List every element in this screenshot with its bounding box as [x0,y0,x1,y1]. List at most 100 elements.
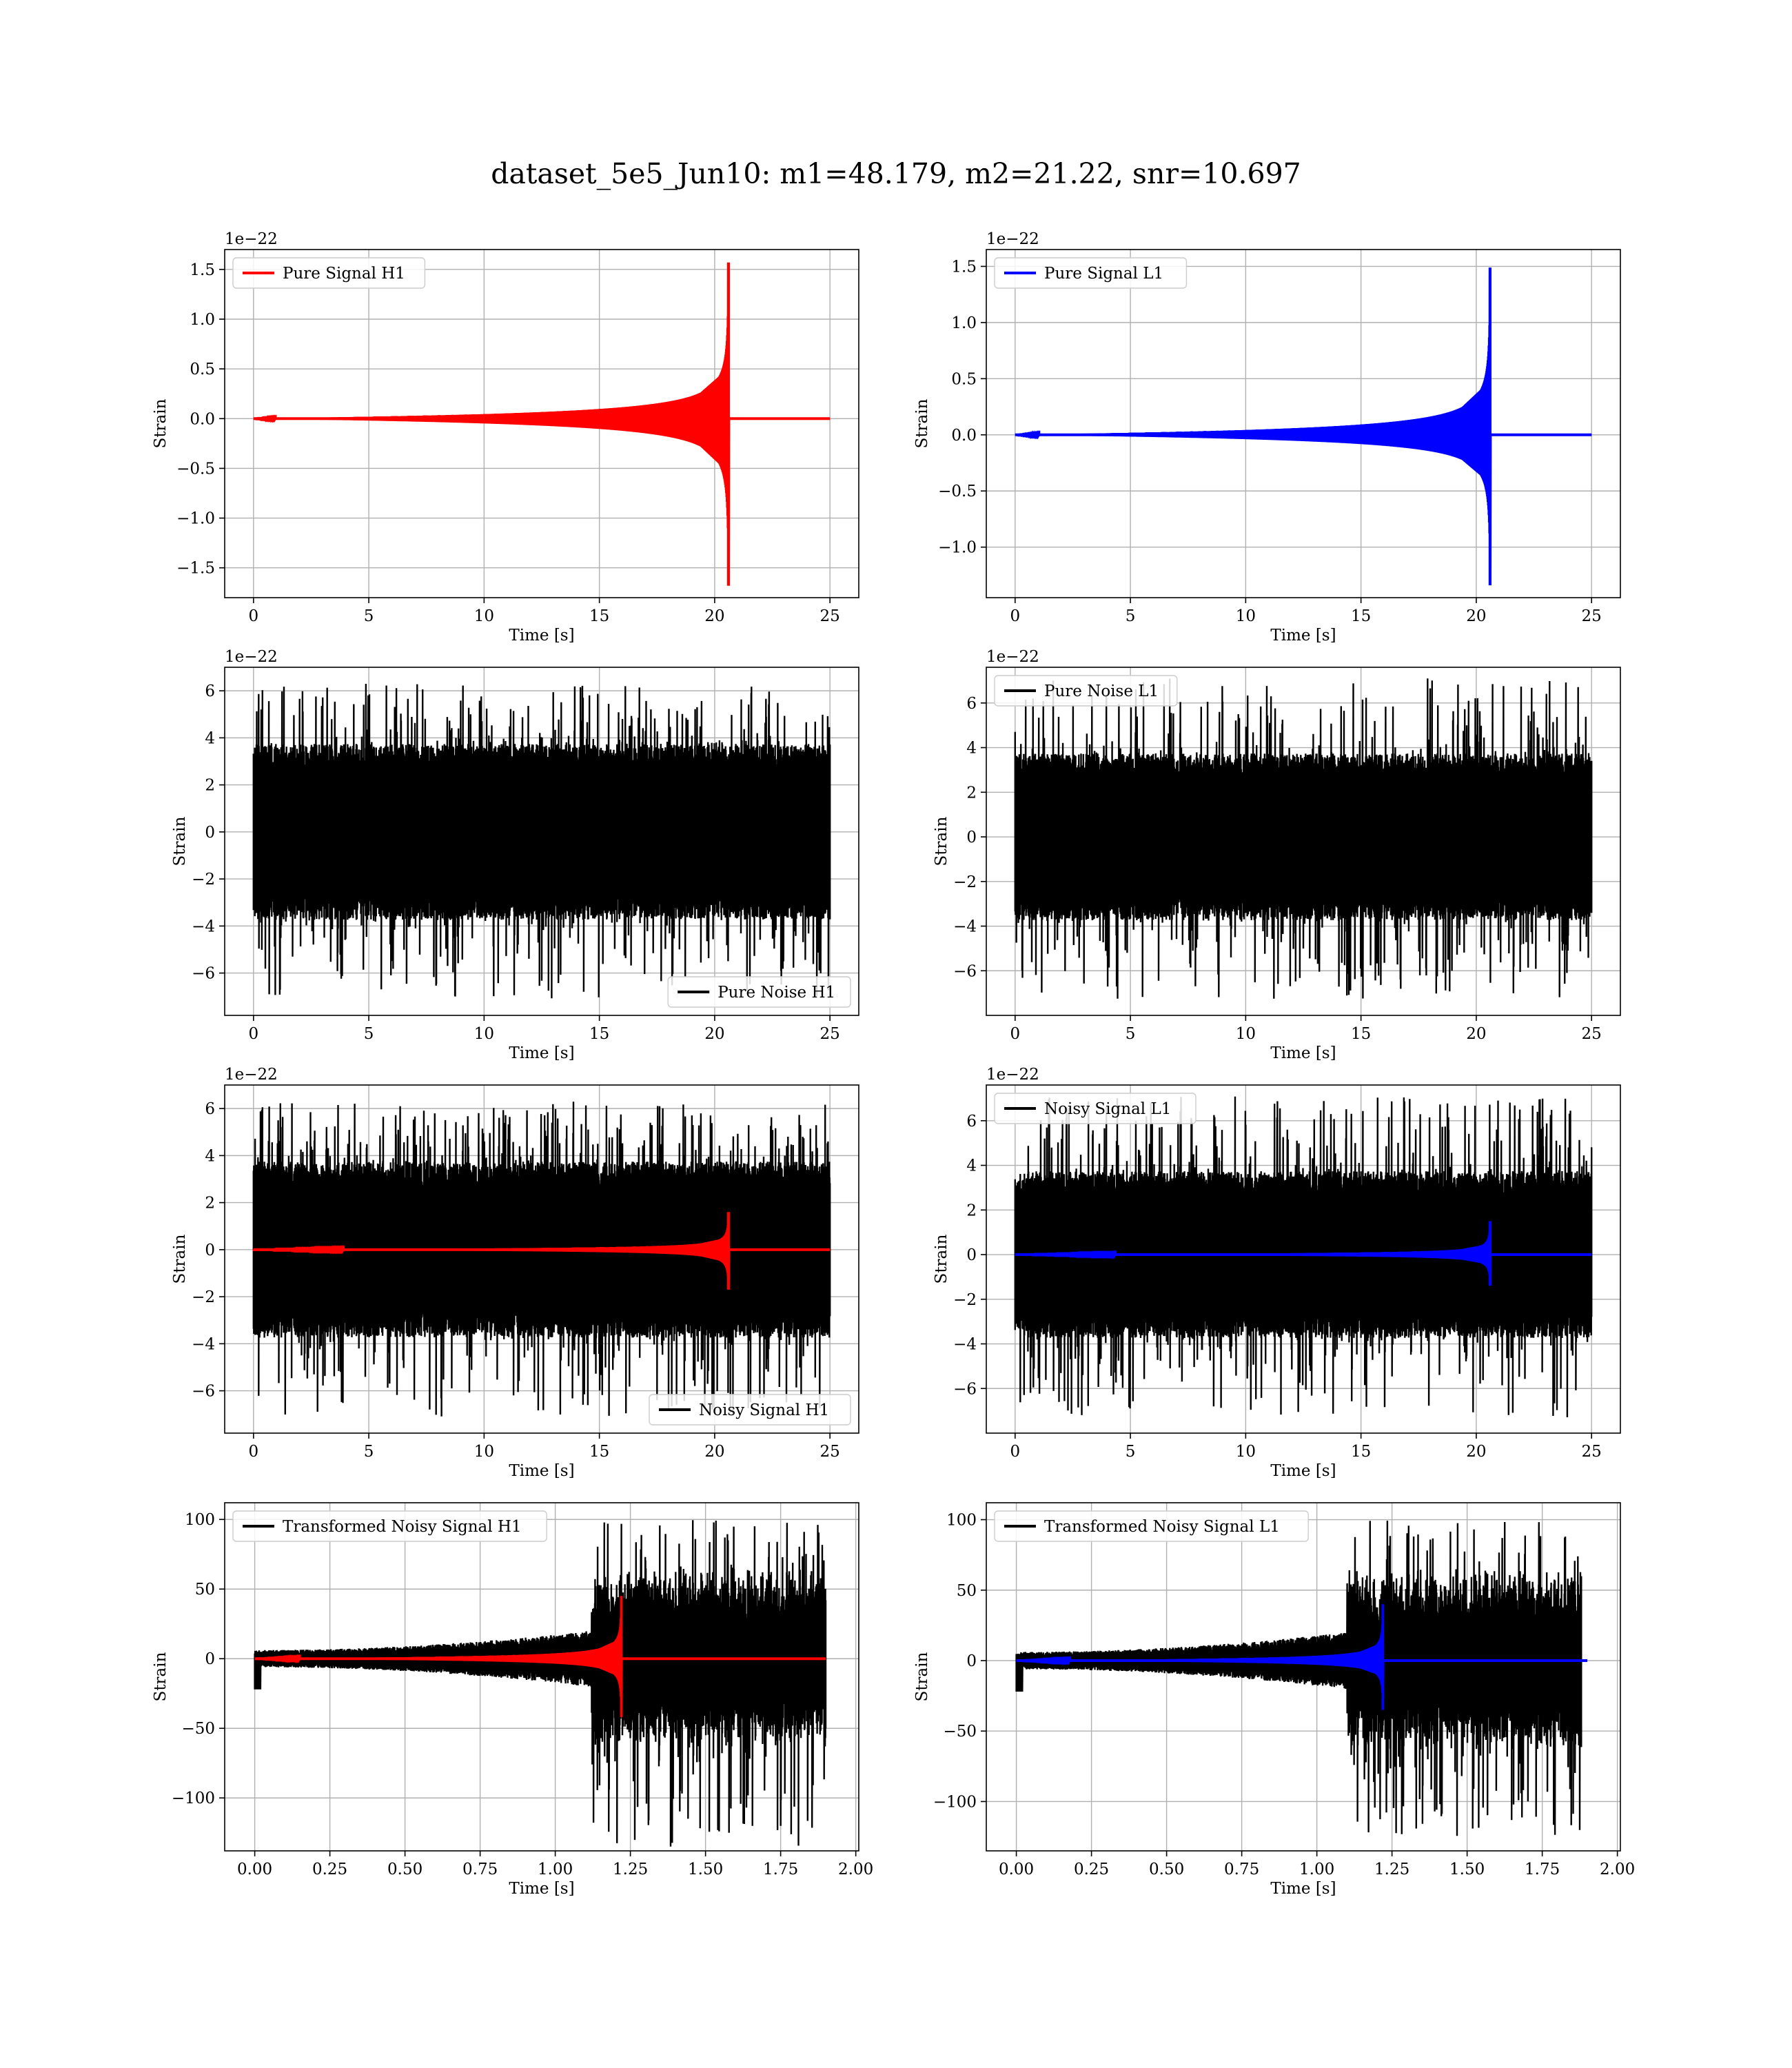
plot-area [1015,267,1592,586]
x-tick-label: 10 [1236,1025,1256,1043]
plot-area [252,683,831,999]
axes-frame [224,249,859,598]
axes-frame [986,1502,1621,1852]
y-tick-label: −6 [192,1383,215,1401]
y-tick-label: 1.5 [190,261,215,279]
y-tick-label: −50 [943,1723,977,1741]
y-tick-label: 2 [966,1202,977,1219]
x-tick-label: 15 [589,607,609,625]
x-tick-label: 20 [704,1025,724,1043]
y-tick-label: −6 [953,962,977,980]
axes-frame [224,667,859,1016]
y-tick-label: 6 [205,1100,215,1118]
subplot-noisy-signal-h1: 0 5 10 15 20 25 −6 −4 −2 0 2 4 6 Time [s] Strain 1e−22 N… [171,1066,859,1480]
legend-box [667,976,851,1008]
y-tick-label: 0 [966,829,977,847]
x-tick-label: 1.25 [1374,1861,1409,1878]
y-tick-label: 6 [205,682,215,700]
y-tick-label: 4 [966,1157,977,1175]
legend: Transformed Noisy Signal L1 [994,1510,1309,1542]
x-axis-label: Time [s] [509,1462,574,1480]
x-tick-label: 20 [1466,1443,1486,1461]
x-tick-label: 5 [364,607,374,625]
y-axis-label: Strain [913,1652,931,1701]
legend-box [994,1093,1197,1124]
subplot-transformed-l1: 0.00 0.25 0.50 0.75 1.00 1.25 1.50 1.75 2.00 −100… [913,1502,1635,1898]
x-tick-label: 0 [1010,607,1020,625]
x-tick-label: 5 [1126,607,1136,625]
legend: Pure Signal H1 [232,257,426,289]
x-tick-label: 2.00 [1600,1861,1635,1878]
plot-area [1014,678,1593,999]
axis-offset-text: 1e−22 [225,648,278,666]
y-tick-label: 1.5 [951,258,977,276]
x-tick-label: 0.25 [312,1861,347,1878]
x-tick-label: 0.25 [1074,1861,1109,1878]
x-tick-label: 20 [704,1443,724,1461]
x-tick-label: 0 [1010,1025,1020,1043]
y-tick-label: 2 [205,777,215,795]
y-axis-label: Strain [933,816,950,866]
x-tick-label: 25 [1582,1443,1602,1461]
series-line-pure-noise-h1 [252,683,831,999]
x-tick-label: 15 [589,1025,609,1043]
x-tick-label: 0.75 [462,1861,498,1878]
plot-area [1014,1096,1593,1418]
x-tick-label: 20 [1466,607,1486,625]
plot-area [253,262,831,586]
x-tick-label: 0 [248,1025,258,1043]
x-axis-label: Time [s] [509,1044,574,1062]
legend-label: Transformed Noisy Signal H1 [283,1518,522,1536]
subplot-pure-noise-l1: 0 5 10 15 20 25 −6 −4 −2 0 2 4 6 Time [s] Strain 1e−22 P… [933,648,1621,1062]
y-tick-label: 50 [957,1582,977,1600]
legend: Pure Noise L1 [994,675,1178,707]
y-tick-label: −1.0 [938,539,977,557]
y-tick-label: −100 [933,1793,977,1811]
x-tick-label: 1.50 [1449,1861,1485,1878]
y-tick-label: 2 [205,1195,215,1213]
subplot-pure-signal-l1: 0 5 10 15 20 25 −1.0 −0.5 0.0 0.5 1.0 1.5 Time [s] St… [913,230,1621,645]
legend-box [232,257,426,289]
x-axis-label: Time [s] [1270,627,1336,645]
legend: Noisy Signal L1 [994,1093,1197,1124]
y-tick-label: −4 [192,918,215,935]
legend-label: Transformed Noisy Signal L1 [1044,1518,1280,1536]
y-tick-label: −6 [953,1380,977,1398]
x-tick-label: 0 [248,607,258,625]
y-tick-label: 100 [946,1512,977,1530]
axes-frame [986,667,1621,1016]
y-tick-label: 6 [966,1113,977,1131]
x-tick-label: 0 [1010,1443,1020,1461]
axes-frame [986,1084,1621,1434]
legend: Pure Signal L1 [994,257,1188,289]
y-tick-label: 2 [966,784,977,802]
series-line-pure-signal-h1 [253,262,831,586]
x-tick-label: 1.25 [613,1861,648,1878]
y-tick-label: 0.5 [951,370,977,388]
x-tick-label: 0.00 [999,1861,1034,1878]
y-tick-label: 0 [966,1246,977,1264]
x-tick-label: 20 [704,607,724,625]
y-tick-label: 0 [205,824,215,842]
x-tick-label: 25 [1582,1025,1602,1043]
x-tick-label: 5 [1126,1443,1136,1461]
x-tick-label: 0.00 [237,1861,272,1878]
x-tick-label: 1.75 [1525,1861,1560,1878]
x-tick-label: 15 [1351,1025,1371,1043]
axes-frame [224,1084,859,1434]
legend-label: Pure Signal L1 [1044,265,1163,283]
series-line-noisy-signal-h1 [252,1102,831,1417]
legend-box [649,1394,851,1426]
y-tick-label: 4 [205,729,215,747]
x-tick-label: 25 [1582,607,1602,625]
x-tick-label: 15 [1351,1443,1371,1461]
y-axis-label: Strain [933,1234,950,1284]
axes-frame [986,249,1621,598]
x-tick-label: 5 [364,1025,374,1043]
y-tick-label: −1.5 [176,560,215,578]
axis-offset-text: 1e−22 [225,1066,278,1084]
y-tick-label: −1.0 [176,510,215,528]
axis-offset-text: 1e−22 [986,1066,1039,1084]
y-axis-label: Strain [171,816,189,866]
